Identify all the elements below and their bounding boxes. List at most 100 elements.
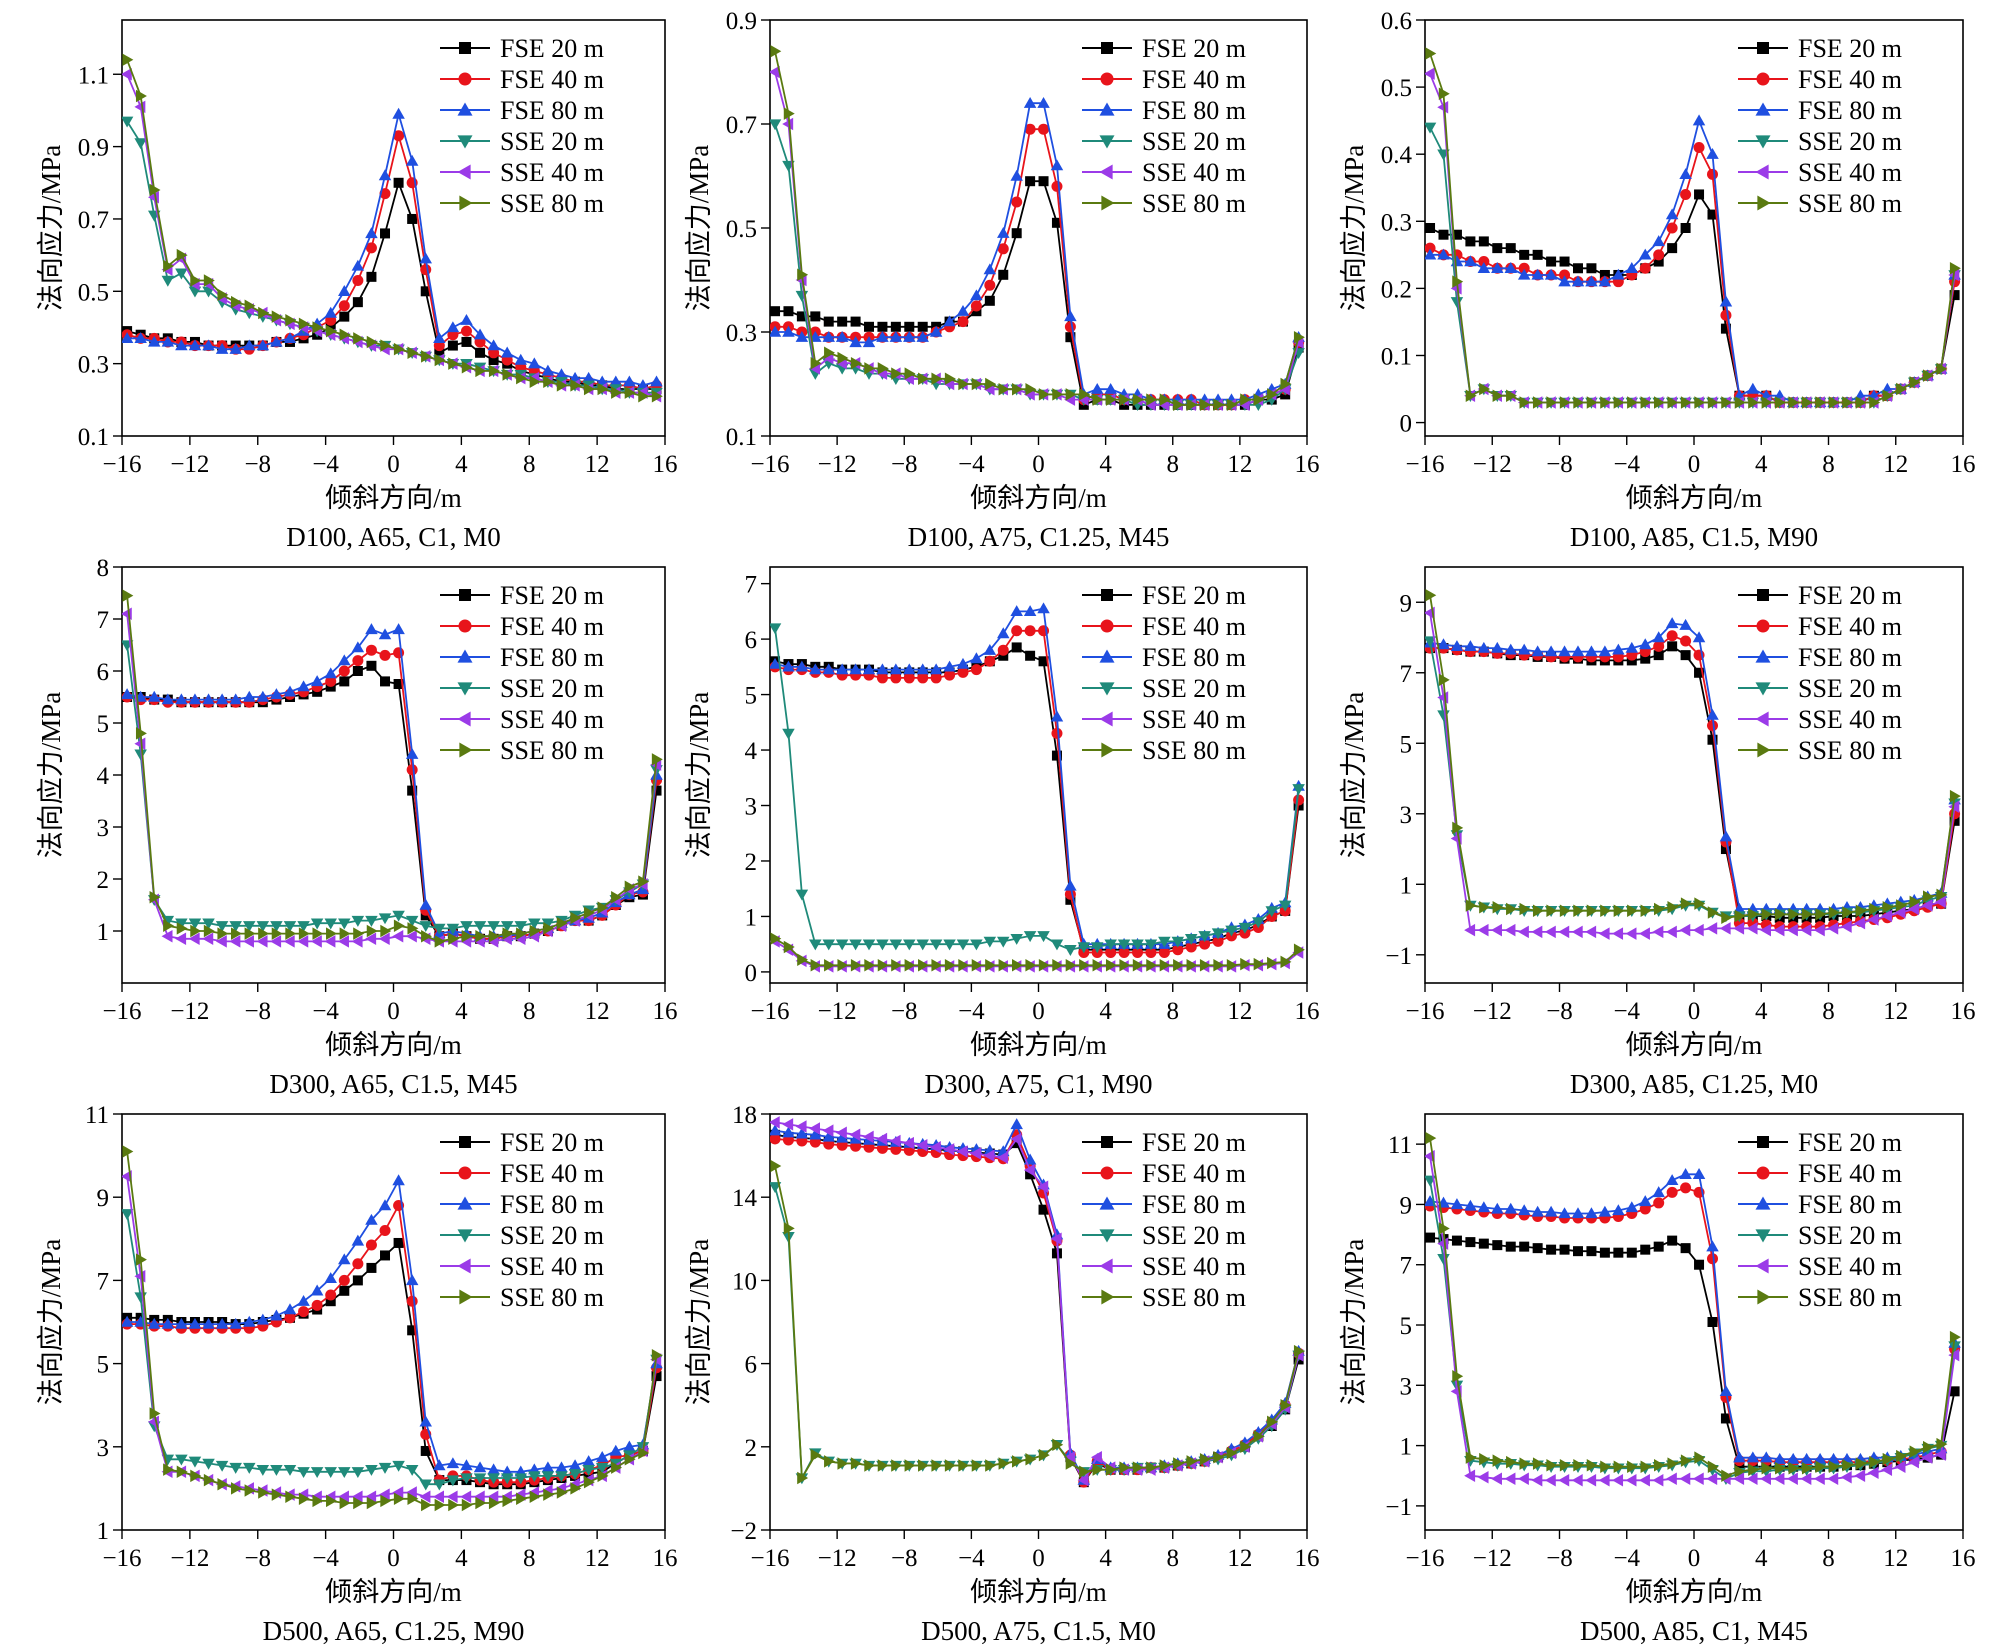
x-axis-label: 倾斜方向/m <box>1626 1577 1763 1607</box>
data-point <box>1923 369 1934 382</box>
data-point <box>256 935 268 948</box>
data-point <box>339 676 350 687</box>
data-point <box>1145 946 1157 958</box>
data-point <box>1815 908 1827 921</box>
data-point <box>943 660 956 672</box>
data-point <box>1504 643 1517 655</box>
data-point <box>1159 393 1171 406</box>
legend-marker <box>457 135 473 149</box>
data-point <box>796 311 807 322</box>
legend-entry: SSE 80 m <box>500 189 604 218</box>
data-point <box>1707 1460 1719 1473</box>
legend-marker <box>458 72 472 86</box>
x-tick-label: −8 <box>891 451 918 478</box>
data-point <box>1667 641 1678 652</box>
data-point <box>1544 268 1558 280</box>
data-point <box>1546 1244 1557 1255</box>
data-point <box>917 672 929 684</box>
data-point <box>1734 396 1746 409</box>
data-point <box>1707 734 1718 745</box>
chart-panel-4: −16 −12 −8 −4 0 4 8 12 1612345678倾斜方向/m法向应力/MPaD… <box>36 555 678 1099</box>
data-point <box>1119 1461 1131 1474</box>
series-group <box>122 1145 663 1512</box>
data-point <box>1038 123 1050 135</box>
data-point <box>1882 900 1894 914</box>
data-point <box>795 889 809 901</box>
data-point <box>446 1457 460 1469</box>
x-tick-label: −16 <box>1405 451 1444 478</box>
data-point <box>1665 1174 1679 1186</box>
x-tick-label: 16 <box>1295 998 1320 1025</box>
data-point <box>1226 1446 1238 1460</box>
y-tick-label: 11 <box>1388 1132 1412 1159</box>
y-tick-label: 0 <box>745 960 758 987</box>
data-point <box>1638 927 1650 940</box>
data-point <box>324 1467 337 1479</box>
data-point <box>1213 959 1225 972</box>
data-point <box>1477 1470 1489 1484</box>
data-point <box>770 623 782 635</box>
series-line-fse-80-m <box>127 113 657 387</box>
data-point <box>1146 1461 1158 1474</box>
data-point <box>1546 1458 1558 1472</box>
data-point <box>1653 249 1665 261</box>
data-point <box>419 1415 432 1427</box>
data-point <box>161 275 175 287</box>
data-point <box>983 263 997 275</box>
data-point <box>1640 1460 1652 1473</box>
data-point <box>611 890 623 904</box>
data-point <box>1815 396 1827 409</box>
data-point <box>1119 393 1131 406</box>
data-point <box>1638 248 1652 260</box>
data-point <box>1090 382 1104 394</box>
x-tick-label: −4 <box>312 1545 339 1572</box>
data-point <box>461 929 473 943</box>
data-point <box>163 1463 175 1476</box>
data-point <box>943 939 956 951</box>
x-axis-label: 倾斜方向/m <box>325 483 462 513</box>
data-point <box>122 332 134 344</box>
data-point <box>770 1133 781 1145</box>
data-point <box>446 923 460 935</box>
y-axis-label: 法向应力/MPa <box>684 1239 714 1406</box>
data-point <box>1585 1474 1597 1487</box>
data-point <box>1546 904 1558 917</box>
data-point <box>997 627 1010 639</box>
data-point <box>1720 1413 1731 1424</box>
data-point <box>163 919 175 933</box>
data-point <box>1280 955 1292 969</box>
data-point <box>1226 959 1238 972</box>
data-point <box>475 347 486 358</box>
data-point <box>420 286 431 297</box>
data-point <box>1011 642 1022 653</box>
data-point <box>1544 1205 1558 1217</box>
data-point <box>583 906 595 920</box>
data-point <box>1665 925 1677 939</box>
data-point <box>1721 911 1733 925</box>
x-tick-label: 8 <box>1822 451 1835 478</box>
data-point <box>1680 396 1692 409</box>
data-point <box>1706 720 1718 732</box>
data-point <box>378 169 392 181</box>
data-point <box>1050 159 1064 171</box>
y-tick-label: 10 <box>732 1268 757 1295</box>
data-point <box>1923 1440 1934 1454</box>
data-point <box>1213 1450 1225 1464</box>
data-point <box>283 921 297 933</box>
legend-marker <box>1755 649 1771 663</box>
data-point <box>297 680 310 692</box>
data-point <box>929 663 943 675</box>
data-point <box>889 1134 901 1148</box>
data-point <box>1479 1452 1491 1466</box>
data-point <box>135 89 147 103</box>
data-point <box>393 342 405 356</box>
data-point <box>864 362 876 375</box>
data-point <box>190 924 202 938</box>
x-tick-label: 4 <box>1755 1545 1768 1572</box>
data-point <box>609 375 623 387</box>
legend-marker <box>459 1136 471 1148</box>
legend-entry: SSE 20 m <box>500 127 604 156</box>
legend-entry: FSE 40 m <box>1798 65 1902 94</box>
data-point <box>1679 923 1691 937</box>
